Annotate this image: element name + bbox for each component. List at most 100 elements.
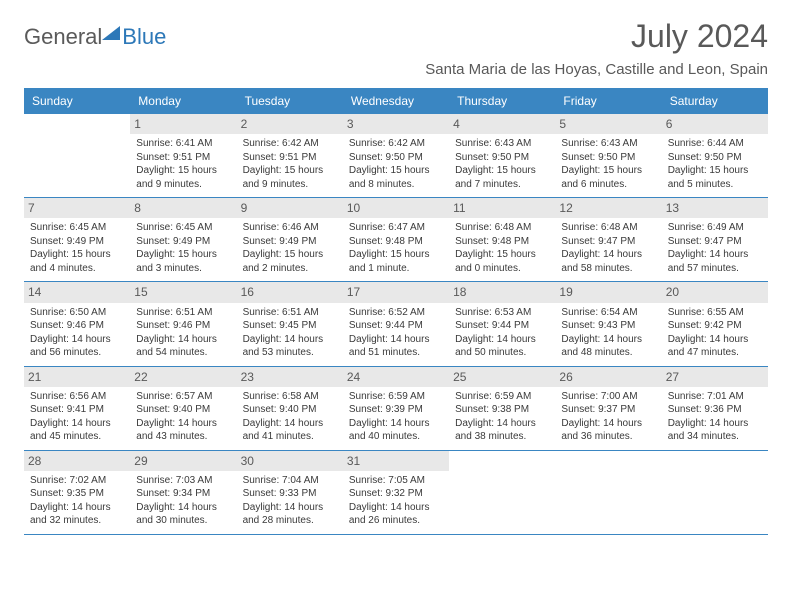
- daylight-text-2: and 57 minutes.: [668, 262, 762, 276]
- daylight-text-1: Daylight: 14 hours: [561, 417, 655, 431]
- day-number: 21: [24, 367, 130, 387]
- calendar-week-row: 21Sunrise: 6:56 AMSunset: 9:41 PMDayligh…: [24, 367, 768, 451]
- calendar-day-cell: 4Sunrise: 6:43 AMSunset: 9:50 PMDaylight…: [449, 114, 555, 197]
- logo-text-1: General: [24, 24, 102, 50]
- daylight-text-1: Daylight: 15 hours: [243, 164, 337, 178]
- daylight-text-1: Daylight: 15 hours: [136, 248, 230, 262]
- daylight-text-2: and 56 minutes.: [30, 346, 124, 360]
- daylight-text-1: Daylight: 14 hours: [455, 333, 549, 347]
- day-number: 27: [662, 367, 768, 387]
- sunset-text: Sunset: 9:48 PM: [349, 235, 443, 249]
- daylight-text-1: Daylight: 14 hours: [136, 333, 230, 347]
- calendar-day-cell: 13Sunrise: 6:49 AMSunset: 9:47 PMDayligh…: [662, 198, 768, 281]
- daylight-text-1: Daylight: 14 hours: [561, 248, 655, 262]
- calendar-day-cell: 21Sunrise: 6:56 AMSunset: 9:41 PMDayligh…: [24, 367, 130, 450]
- day-number: 14: [24, 282, 130, 302]
- sunset-text: Sunset: 9:48 PM: [455, 235, 549, 249]
- daylight-text-1: Daylight: 15 hours: [30, 248, 124, 262]
- header: General Blue July 2024 Santa Maria de la…: [24, 18, 768, 78]
- daylight-text-1: Daylight: 15 hours: [349, 248, 443, 262]
- daylight-text-2: and 8 minutes.: [349, 178, 443, 192]
- sunrise-text: Sunrise: 7:03 AM: [136, 474, 230, 488]
- daylight-text-1: Daylight: 14 hours: [349, 501, 443, 515]
- daylight-text-2: and 50 minutes.: [455, 346, 549, 360]
- daylight-text-2: and 30 minutes.: [136, 514, 230, 528]
- day-number: 20: [662, 282, 768, 302]
- calendar-day-cell: 10Sunrise: 6:47 AMSunset: 9:48 PMDayligh…: [343, 198, 449, 281]
- sunset-text: Sunset: 9:50 PM: [349, 151, 443, 165]
- calendar-day-cell: 11Sunrise: 6:48 AMSunset: 9:48 PMDayligh…: [449, 198, 555, 281]
- daylight-text-1: Daylight: 14 hours: [668, 248, 762, 262]
- calendar-day-cell: 9Sunrise: 6:46 AMSunset: 9:49 PMDaylight…: [237, 198, 343, 281]
- sunrise-text: Sunrise: 7:00 AM: [561, 390, 655, 404]
- daylight-text-2: and 26 minutes.: [349, 514, 443, 528]
- day-number: 25: [449, 367, 555, 387]
- sunset-text: Sunset: 9:33 PM: [243, 487, 337, 501]
- calendar-day-cell: 26Sunrise: 7:00 AMSunset: 9:37 PMDayligh…: [555, 367, 661, 450]
- calendar-day-cell: 3Sunrise: 6:42 AMSunset: 9:50 PMDaylight…: [343, 114, 449, 197]
- day-number: 4: [449, 114, 555, 134]
- sunset-text: Sunset: 9:42 PM: [668, 319, 762, 333]
- logo: General Blue: [24, 24, 166, 50]
- daylight-text-2: and 7 minutes.: [455, 178, 549, 192]
- day-number: 8: [130, 198, 236, 218]
- calendar-day-cell: 1Sunrise: 6:41 AMSunset: 9:51 PMDaylight…: [130, 114, 236, 197]
- sunset-text: Sunset: 9:40 PM: [243, 403, 337, 417]
- calendar-day-cell: 2Sunrise: 6:42 AMSunset: 9:51 PMDaylight…: [237, 114, 343, 197]
- calendar-day-cell: 6Sunrise: 6:44 AMSunset: 9:50 PMDaylight…: [662, 114, 768, 197]
- daylight-text-2: and 32 minutes.: [30, 514, 124, 528]
- sunset-text: Sunset: 9:49 PM: [136, 235, 230, 249]
- day-number: 17: [343, 282, 449, 302]
- sunset-text: Sunset: 9:38 PM: [455, 403, 549, 417]
- day-number: 6: [662, 114, 768, 134]
- weekday-header-row: SundayMondayTuesdayWednesdayThursdayFrid…: [24, 88, 768, 114]
- calendar-day-cell: 30Sunrise: 7:04 AMSunset: 9:33 PMDayligh…: [237, 451, 343, 534]
- daylight-text-1: Daylight: 14 hours: [136, 501, 230, 515]
- sunset-text: Sunset: 9:39 PM: [349, 403, 443, 417]
- calendar-day-cell: 27Sunrise: 7:01 AMSunset: 9:36 PMDayligh…: [662, 367, 768, 450]
- day-number: 3: [343, 114, 449, 134]
- day-number: 12: [555, 198, 661, 218]
- daylight-text-2: and 45 minutes.: [30, 430, 124, 444]
- sunset-text: Sunset: 9:51 PM: [136, 151, 230, 165]
- daylight-text-2: and 28 minutes.: [243, 514, 337, 528]
- logo-triangle-icon: [102, 26, 120, 40]
- sunset-text: Sunset: 9:46 PM: [30, 319, 124, 333]
- sunrise-text: Sunrise: 6:53 AM: [455, 306, 549, 320]
- daylight-text-1: Daylight: 14 hours: [243, 333, 337, 347]
- sunset-text: Sunset: 9:43 PM: [561, 319, 655, 333]
- daylight-text-1: Daylight: 14 hours: [30, 417, 124, 431]
- daylight-text-2: and 43 minutes.: [136, 430, 230, 444]
- sunrise-text: Sunrise: 6:43 AM: [455, 137, 549, 151]
- daylight-text-2: and 48 minutes.: [561, 346, 655, 360]
- day-number: 13: [662, 198, 768, 218]
- daylight-text-2: and 58 minutes.: [561, 262, 655, 276]
- sunrise-text: Sunrise: 6:49 AM: [668, 221, 762, 235]
- daylight-text-1: Daylight: 14 hours: [243, 501, 337, 515]
- calendar-day-cell: 14Sunrise: 6:50 AMSunset: 9:46 PMDayligh…: [24, 282, 130, 365]
- calendar-day-cell: [24, 114, 130, 197]
- daylight-text-2: and 3 minutes.: [136, 262, 230, 276]
- daylight-text-2: and 40 minutes.: [349, 430, 443, 444]
- sunrise-text: Sunrise: 6:44 AM: [668, 137, 762, 151]
- sunrise-text: Sunrise: 6:56 AM: [30, 390, 124, 404]
- daylight-text-1: Daylight: 15 hours: [668, 164, 762, 178]
- daylight-text-2: and 5 minutes.: [668, 178, 762, 192]
- sunrise-text: Sunrise: 6:45 AM: [136, 221, 230, 235]
- daylight-text-1: Daylight: 15 hours: [561, 164, 655, 178]
- calendar-day-cell: [555, 451, 661, 534]
- weekday-header: Sunday: [24, 88, 130, 114]
- calendar-week-row: 1Sunrise: 6:41 AMSunset: 9:51 PMDaylight…: [24, 114, 768, 198]
- weekday-header: Wednesday: [343, 88, 449, 114]
- sunrise-text: Sunrise: 7:05 AM: [349, 474, 443, 488]
- calendar-day-cell: 5Sunrise: 6:43 AMSunset: 9:50 PMDaylight…: [555, 114, 661, 197]
- calendar-day-cell: 23Sunrise: 6:58 AMSunset: 9:40 PMDayligh…: [237, 367, 343, 450]
- daylight-text-1: Daylight: 15 hours: [349, 164, 443, 178]
- day-number: 22: [130, 367, 236, 387]
- daylight-text-2: and 34 minutes.: [668, 430, 762, 444]
- daylight-text-2: and 6 minutes.: [561, 178, 655, 192]
- sunrise-text: Sunrise: 6:55 AM: [668, 306, 762, 320]
- calendar-day-cell: 24Sunrise: 6:59 AMSunset: 9:39 PMDayligh…: [343, 367, 449, 450]
- calendar-day-cell: 18Sunrise: 6:53 AMSunset: 9:44 PMDayligh…: [449, 282, 555, 365]
- sunset-text: Sunset: 9:47 PM: [561, 235, 655, 249]
